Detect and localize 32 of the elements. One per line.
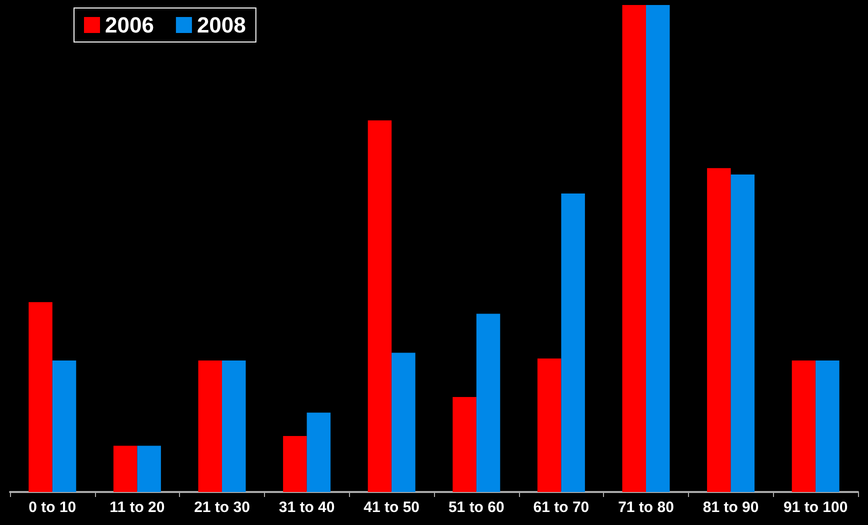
legend-label: 2006	[105, 12, 154, 38]
bar	[28, 302, 52, 492]
bar	[368, 120, 392, 492]
bar	[707, 168, 731, 492]
x-tick-label: 0 to 10	[28, 499, 76, 516]
bar	[283, 436, 307, 492]
x-tick-label: 21 to 30	[194, 499, 250, 516]
bar	[222, 360, 246, 492]
bar	[622, 5, 646, 492]
x-tick-label: 71 to 80	[618, 499, 674, 516]
bar	[392, 352, 416, 492]
x-tick-label: 91 to 100	[783, 499, 848, 516]
bar	[792, 360, 816, 492]
bar	[816, 360, 840, 492]
legend-label: 2008	[196, 12, 246, 38]
bar	[52, 360, 76, 492]
bar	[137, 446, 161, 492]
x-tick-label: 31 to 40	[278, 499, 335, 516]
x-tick-label: 61 to 70	[533, 499, 590, 516]
bar	[306, 412, 331, 492]
x-tick-label: 11 to 20	[110, 499, 165, 516]
x-tick-label: 51 to 60	[448, 499, 504, 516]
bar	[730, 174, 755, 492]
bar	[476, 314, 500, 492]
x-tick-label: 81 to 90	[702, 499, 759, 516]
x-tick-label: 41 to 50	[364, 499, 420, 516]
bar	[537, 358, 562, 492]
bar	[561, 193, 585, 492]
bar	[646, 5, 670, 492]
bar	[198, 360, 222, 492]
bar	[113, 446, 138, 492]
bar	[452, 397, 476, 492]
